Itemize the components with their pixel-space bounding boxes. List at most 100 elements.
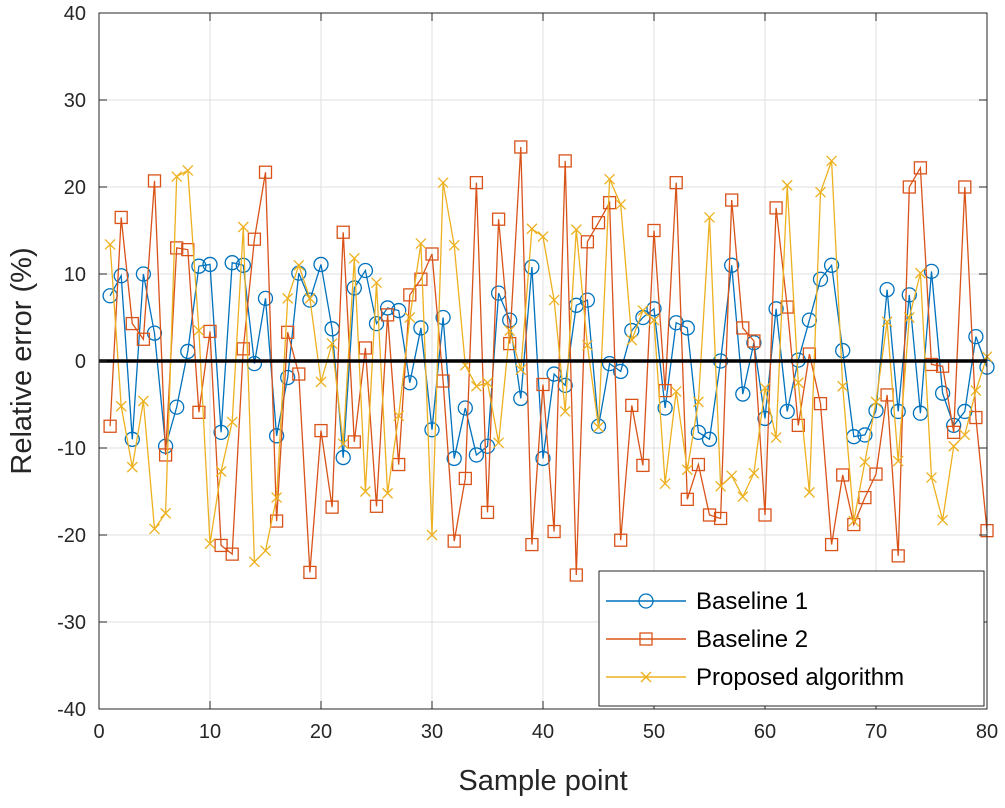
point-baseline-2-2	[114, 210, 128, 225]
point-proposed-algorithm-73	[903, 312, 915, 323]
point-baseline-1-31	[435, 309, 451, 326]
point-proposed-algorithm-29	[415, 238, 427, 250]
point-proposed-algorithm-38	[515, 364, 527, 376]
point-baseline-2-47	[614, 533, 628, 547]
series-baseline-2	[103, 140, 994, 582]
x-tick-label-80: 80	[976, 721, 998, 743]
point-proposed-algorithm-42	[559, 406, 571, 417]
point-baseline-1-79	[968, 328, 984, 345]
point-baseline-2-45	[591, 216, 606, 230]
point-baseline-2-67	[836, 468, 850, 482]
point-proposed-algorithm-46	[604, 173, 616, 185]
point-proposed-algorithm-76	[937, 514, 949, 526]
point-baseline-2-53	[680, 492, 694, 506]
point-baseline-1-15	[257, 290, 274, 307]
point-baseline-2-56	[713, 511, 728, 526]
point-proposed-algorithm-54	[692, 396, 704, 408]
point-baseline-2-63	[791, 418, 805, 433]
point-baseline-2-17	[281, 325, 295, 339]
point-proposed-algorithm-72	[892, 455, 904, 467]
point-proposed-algorithm-4	[137, 395, 149, 407]
point-proposed-algorithm-66	[826, 155, 838, 167]
point-baseline-1-46	[601, 355, 618, 372]
y-tick-label-0: 0	[75, 351, 86, 373]
point-baseline-2-46	[602, 196, 617, 210]
y-tick-label--40: -40	[57, 699, 86, 721]
y-tick-label--10: -10	[57, 438, 86, 460]
legend-marker-baseline-2	[639, 632, 653, 646]
point-proposed-algorithm-67	[837, 380, 849, 392]
point-proposed-algorithm-19	[304, 292, 316, 304]
point-proposed-algorithm-9	[193, 325, 205, 337]
point-proposed-algorithm-28	[404, 312, 416, 323]
point-proposed-algorithm-31	[437, 177, 449, 189]
point-proposed-algorithm-44	[581, 339, 593, 351]
point-baseline-1-61	[768, 301, 784, 317]
x-tick-label-20: 20	[310, 721, 332, 743]
point-baseline-1-17	[280, 369, 296, 386]
point-baseline-1-25	[368, 315, 385, 332]
point-proposed-algorithm-48	[626, 334, 638, 346]
point-baseline-1-33	[457, 400, 473, 416]
point-baseline-2-57	[725, 193, 739, 207]
point-proposed-algorithm-56	[715, 480, 727, 492]
y-axis-title: Relative error (%)	[6, 247, 38, 474]
y-tick-label-20: 20	[64, 177, 86, 199]
point-baseline-1-4	[135, 266, 152, 282]
point-proposed-algorithm-68	[848, 515, 860, 527]
point-baseline-1-11	[213, 424, 229, 440]
point-baseline-2-28	[403, 288, 417, 302]
x-tick-label-40: 40	[532, 721, 554, 743]
point-proposed-algorithm-75	[926, 472, 937, 484]
point-proposed-algorithm-58	[737, 491, 749, 503]
point-baseline-1-71	[879, 282, 895, 298]
y-tick-label-40: 40	[64, 3, 86, 25]
x-tick-label-60: 60	[754, 721, 776, 743]
point-baseline-2-6	[158, 448, 173, 462]
point-baseline-2-69	[858, 490, 872, 505]
point-proposed-algorithm-11	[215, 466, 227, 477]
legend-label-proposed-algorithm: Proposed algorithm	[696, 664, 904, 691]
point-baseline-2-30	[425, 247, 439, 261]
point-baseline-1-24	[357, 262, 374, 279]
point-baseline-2-66	[824, 537, 839, 552]
point-baseline-2-20	[314, 423, 328, 438]
point-baseline-2-36	[491, 212, 506, 226]
point-baseline-1-19	[302, 292, 318, 308]
point-baseline-2-35	[480, 505, 495, 520]
point-proposed-algorithm-64	[803, 486, 815, 498]
point-baseline-1-37	[502, 312, 518, 328]
point-baseline-1-73	[901, 287, 917, 303]
point-baseline-1-44	[579, 292, 596, 308]
point-proposed-algorithm-22	[337, 438, 349, 450]
point-baseline-2-58	[736, 321, 750, 335]
series-proposed-algorithm	[104, 155, 993, 568]
point-baseline-2-48	[625, 398, 639, 413]
point-baseline-1-67	[835, 342, 851, 359]
point-baseline-2-21	[325, 500, 339, 514]
point-baseline-2-7	[170, 241, 184, 255]
point-baseline-2-61	[769, 201, 783, 215]
point-baseline-2-55	[702, 508, 717, 522]
point-proposed-algorithm-24	[359, 486, 371, 497]
x-tick-label-50: 50	[643, 721, 665, 743]
point-proposed-algorithm-71	[881, 316, 893, 328]
point-proposed-algorithm-10	[204, 538, 216, 550]
legend-entry-baseline-2: Baseline 2	[606, 626, 808, 653]
point-baseline-2-13	[236, 342, 250, 356]
point-proposed-algorithm-18	[293, 259, 305, 271]
point-proposed-algorithm-35	[482, 377, 493, 389]
legend-label-baseline-2: Baseline 2	[696, 626, 808, 653]
point-baseline-2-11	[214, 538, 228, 553]
point-baseline-2-19	[303, 565, 317, 580]
point-baseline-2-10	[203, 324, 217, 339]
point-proposed-algorithm-53	[681, 464, 693, 476]
point-baseline-2-12	[225, 547, 239, 561]
point-baseline-2-16	[269, 514, 284, 528]
point-baseline-2-24	[358, 341, 373, 355]
point-baseline-1-50	[646, 301, 662, 317]
point-baseline-1-23	[346, 280, 362, 296]
point-baseline-1-40	[535, 450, 551, 467]
point-proposed-algorithm-57	[726, 470, 738, 482]
point-baseline-1-66	[823, 257, 840, 273]
